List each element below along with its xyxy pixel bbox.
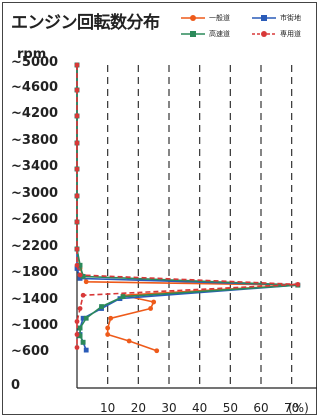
legend-swatch — [181, 15, 205, 21]
legend-label: 一般道 — [209, 14, 230, 22]
series-1-point-13 — [151, 299, 157, 305]
y-tick-label: ~3400 — [11, 159, 59, 174]
series-3-point-10 — [80, 273, 86, 279]
x-tick-label: 10 — [100, 401, 116, 415]
x-axis-unit: (%) — [288, 401, 309, 415]
series-4-point-5 — [74, 166, 80, 172]
y-tick-label: ~2600 — [11, 212, 59, 227]
series-4-point-6 — [74, 193, 80, 199]
series-4-point-11 — [295, 282, 301, 287]
series-1-point-14 — [148, 306, 154, 311]
series-4-point-7 — [74, 219, 80, 225]
series-2-point-14 — [80, 315, 86, 321]
y-axis-label: rpm — [17, 47, 47, 62]
series-2-point-9 — [74, 266, 80, 271]
y-tick-label: 0 — [11, 378, 21, 393]
series-4-point-16 — [74, 345, 80, 350]
legend-swatch — [181, 31, 205, 37]
series-1-point-19 — [154, 348, 160, 354]
legend-swatch — [252, 15, 276, 21]
legend-item: 一般道 — [180, 13, 230, 23]
series-3-point-13 — [99, 304, 104, 309]
y-tick-label: ~4200 — [11, 106, 59, 121]
series-1-point-17 — [105, 332, 111, 337]
y-tick-label: ~1000 — [11, 318, 59, 333]
series-4-point-10 — [77, 272, 83, 278]
series-line-2 — [76, 65, 299, 351]
y-tick-label: ~1400 — [11, 292, 59, 307]
series-1-point-10 — [83, 279, 89, 285]
series-1-point-16 — [105, 325, 111, 331]
y-tick-label: ~1800 — [11, 265, 59, 280]
series-4-point-14 — [74, 319, 80, 324]
series-3-point-12 — [120, 294, 126, 299]
series-4-point-15 — [74, 332, 80, 337]
y-tick-label: ~3800 — [11, 133, 59, 148]
series-3-point-9 — [77, 262, 83, 268]
y-tick-label: ~4600 — [11, 80, 59, 95]
y-tick-label: ~5000 — [11, 55, 59, 70]
legend-item: 専用道 — [251, 29, 301, 39]
x-tick-label: 30 — [161, 401, 177, 415]
series-line-3 — [76, 65, 299, 343]
legend-swatch — [252, 31, 276, 37]
series-line-4 — [76, 65, 299, 348]
x-tick-label: 40 — [192, 401, 208, 415]
series-1-point-15 — [108, 315, 114, 321]
legend-label: 専用道 — [280, 30, 301, 38]
legend-label: 高速道 — [209, 30, 230, 38]
series-4-point-13 — [77, 306, 83, 311]
series-4-point-4 — [74, 140, 80, 146]
x-tick-label: 70 — [284, 401, 300, 415]
x-tick-label: 50 — [222, 401, 238, 415]
x-tick-label: 60 — [253, 401, 269, 415]
series-4-point-9 — [74, 262, 80, 268]
legend-item: 市街地 — [251, 13, 301, 23]
series-3-point-16 — [77, 333, 83, 339]
y-tick-label: ~3000 — [11, 186, 59, 201]
series-4-point-1 — [74, 62, 80, 68]
x-tick-label: 20 — [130, 401, 146, 415]
series-3-point-14 — [83, 315, 89, 321]
legend-label: 市街地 — [280, 14, 301, 22]
series-2-point-18 — [83, 347, 89, 353]
series-4-point-2 — [74, 87, 80, 93]
series-4-point-3 — [74, 113, 80, 119]
chart-title: エンジン回転数分布 — [11, 13, 160, 33]
legend-item: 高速道 — [180, 29, 230, 39]
series-1-point-18 — [126, 338, 132, 344]
series-2-point-10 — [77, 275, 83, 281]
y-tick-label: ~2200 — [11, 239, 59, 254]
chart-frame: エンジン回転数分布 一般道 市街地高速道 専用道 rpm ~5000 ~4600 ~42… — [2, 2, 317, 415]
y-tick-label: ~600 — [11, 344, 50, 359]
series-line-1 — [76, 65, 299, 352]
series-4-point-8 — [74, 246, 80, 252]
series-3-point-15 — [77, 325, 83, 331]
series-3-point-17 — [80, 339, 86, 345]
series-4-point-12 — [80, 292, 86, 298]
chart-plot — [74, 62, 317, 389]
